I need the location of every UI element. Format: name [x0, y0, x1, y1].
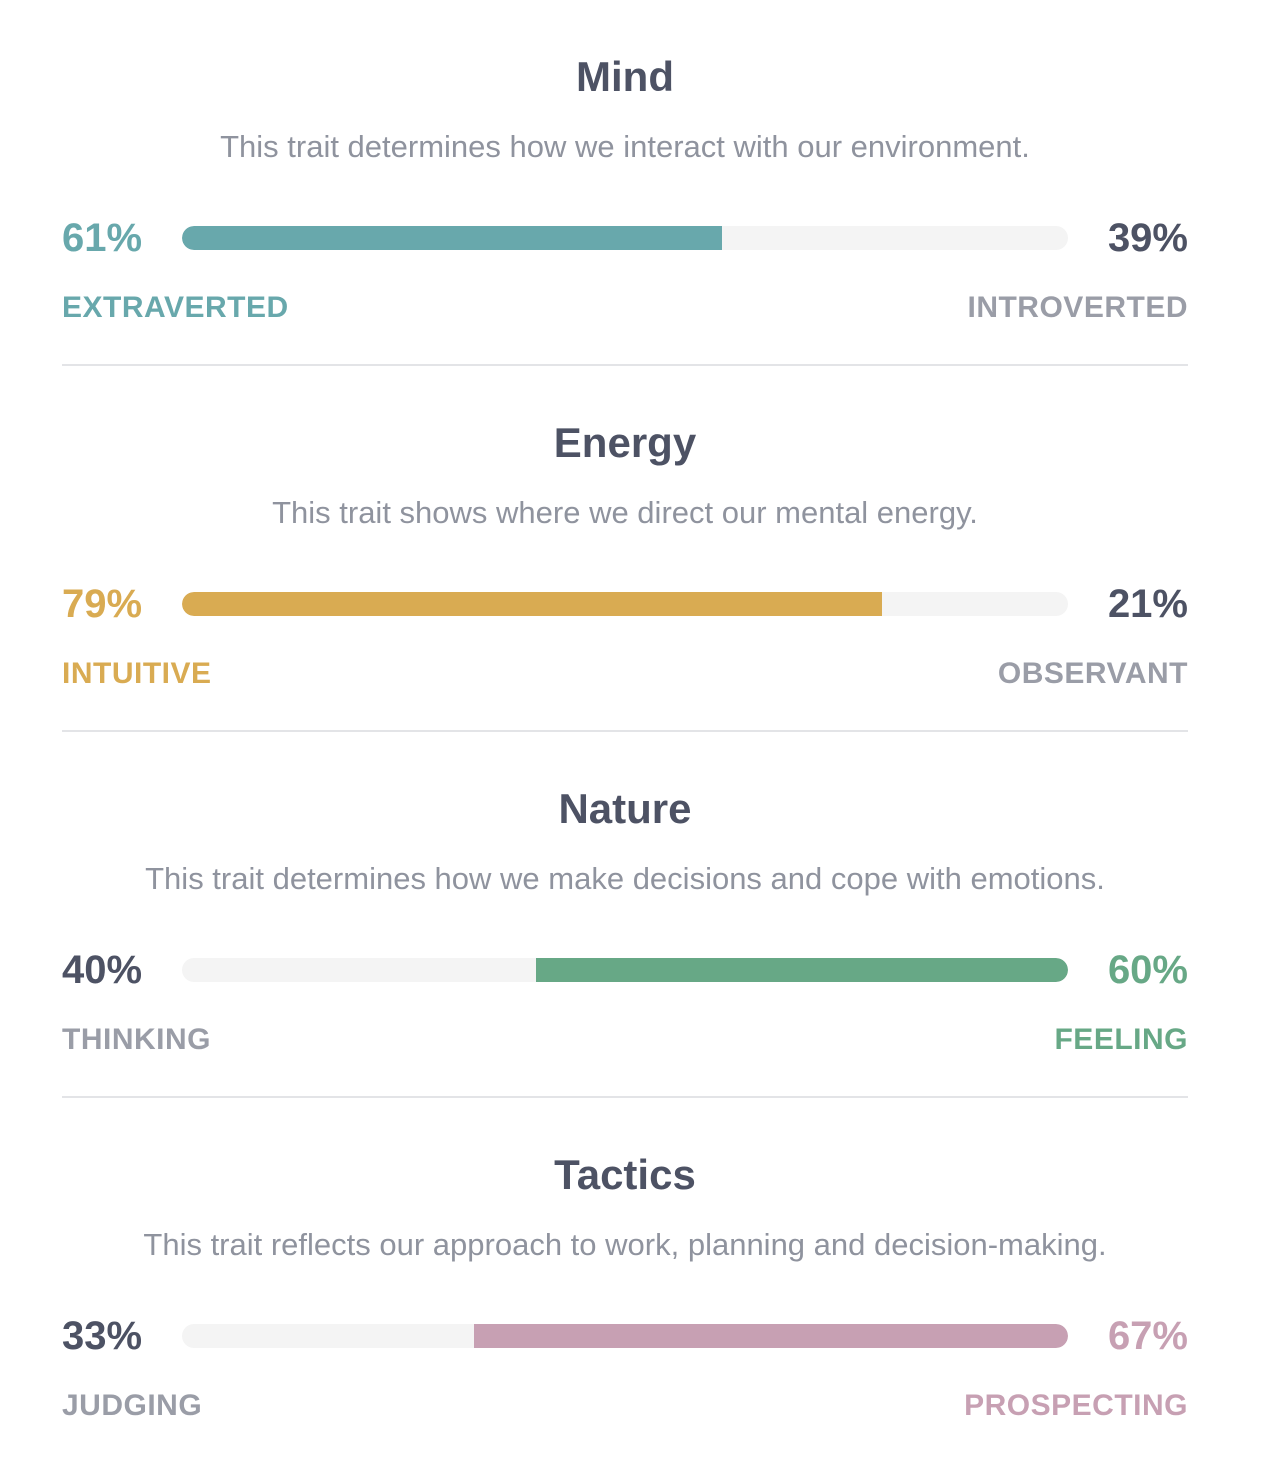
- left-percentage: 40%: [62, 948, 143, 992]
- right-trait-label: INTROVERTED: [967, 291, 1188, 324]
- left-percentage: 33%: [62, 1314, 143, 1358]
- trait-title: Energy: [553, 419, 697, 466]
- section-divider: [62, 730, 1188, 732]
- trait-nature: Nature This trait determines how we make…: [62, 732, 1188, 1098]
- trait-tactics: Tactics This trait reflects our approach…: [62, 1098, 1188, 1464]
- trait-bar-fill: [182, 226, 723, 250]
- left-percentage: 61%: [62, 216, 143, 260]
- right-percentage: 39%: [1107, 216, 1188, 260]
- trait-bar-fill: [182, 592, 882, 616]
- right-percentage: 60%: [1107, 948, 1188, 992]
- right-percentage: 21%: [1107, 582, 1188, 626]
- right-trait-label: FEELING: [1054, 1023, 1188, 1056]
- left-trait-label: INTUITIVE: [62, 657, 212, 690]
- section-divider: [62, 1096, 1188, 1098]
- trait-title: Nature: [558, 785, 692, 832]
- trait-bar-fill: [474, 1324, 1068, 1348]
- trait-bar: [182, 592, 1068, 616]
- trait-mind: Mind This trait determines how we intera…: [62, 0, 1188, 366]
- trait-energy: Energy This trait shows where we direct …: [62, 366, 1188, 732]
- trait-bar: [182, 958, 1068, 982]
- trait-title: Tactics: [554, 1151, 696, 1198]
- right-trait-label: PROSPECTING: [964, 1389, 1188, 1422]
- trait-bar-fill: [536, 958, 1068, 982]
- trait-bar: [182, 226, 1068, 250]
- right-percentage: 67%: [1107, 1314, 1188, 1358]
- trait-description: This trait determines how we make decisi…: [145, 861, 1105, 896]
- left-trait-label: JUDGING: [62, 1389, 203, 1422]
- trait-description: This trait reflects our approach to work…: [143, 1227, 1107, 1262]
- section-divider: [62, 364, 1188, 366]
- trait-bar: [182, 1324, 1068, 1348]
- left-trait-label: THINKING: [62, 1023, 211, 1056]
- trait-title: Mind: [576, 53, 674, 100]
- trait-description: This trait shows where we direct our men…: [272, 495, 978, 530]
- left-trait-label: EXTRAVERTED: [62, 291, 289, 324]
- trait-description: This trait determines how we interact wi…: [220, 129, 1030, 164]
- left-percentage: 79%: [62, 582, 143, 626]
- right-trait-label: OBSERVANT: [997, 657, 1188, 690]
